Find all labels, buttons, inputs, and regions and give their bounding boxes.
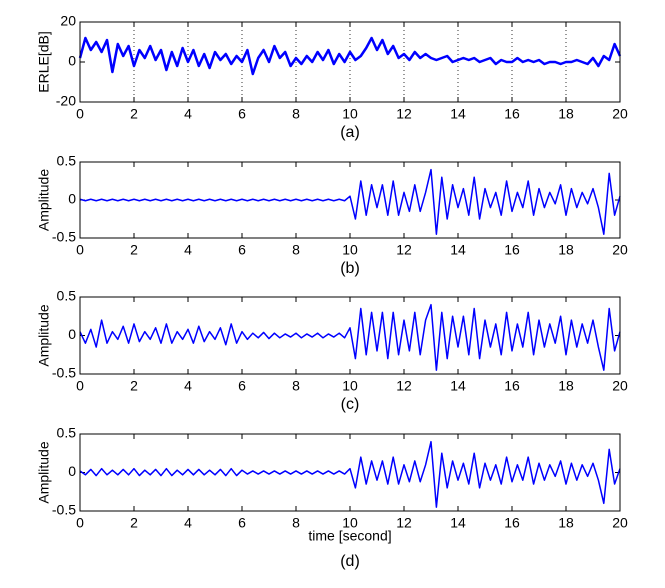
x-tick-label: 2 [130,106,138,122]
x-tick-label: 2 [130,378,138,394]
x-axis-label: time [second] [308,528,391,544]
x-tick-label: 16 [504,515,520,531]
panel-caption: (c) [341,396,360,413]
x-tick-label: 20 [612,378,628,394]
x-tick-label: 0 [76,378,84,394]
x-tick-label: 0 [76,242,84,258]
signal-line [79,303,621,371]
y-tick-label: 0 [68,326,76,342]
y-tick-label: -20 [56,93,76,109]
x-tick-label: 6 [238,242,246,258]
x-tick-label: 16 [504,242,520,258]
signal-line [78,36,622,76]
axes-box [79,21,621,103]
panel-caption: (d) [340,553,360,570]
x-tick-label: 8 [292,242,300,258]
x-tick-label: 8 [292,515,300,531]
x-tick-label: 20 [612,515,628,531]
x-tick-label: 14 [450,515,466,531]
x-tick-label: 6 [238,378,246,394]
x-tick-label: 4 [184,106,192,122]
y-tick-label: 0.5 [57,425,77,441]
x-tick-label: 16 [504,378,520,394]
x-tick-label: 20 [612,242,628,258]
x-tick-label: 8 [292,378,300,394]
panel-caption: (a) [340,124,360,141]
x-tick-label: 10 [342,242,358,258]
signal-line [79,168,621,235]
x-tick-label: 10 [342,106,358,122]
x-tick-label: 12 [396,378,412,394]
y-tick-label: -0.5 [52,502,76,518]
x-tick-label: 12 [396,106,412,122]
y-tick-label: 0.5 [57,153,77,169]
signal-line [79,440,621,508]
axes-box [79,433,621,512]
x-tick-label: 16 [504,106,520,122]
x-tick-label: 0 [76,515,84,531]
x-tick-label: 10 [342,515,358,531]
x-tick-label: 12 [396,515,412,531]
y-axis-label: Amplitude [36,169,52,231]
x-tick-label: 18 [558,515,574,531]
x-tick-label: 14 [450,378,466,394]
x-tick-label: 4 [184,242,192,258]
x-tick-label: 20 [612,106,628,122]
x-tick-label: 18 [558,106,574,122]
x-tick-label: 8 [292,106,300,122]
x-tick-label: 18 [558,378,574,394]
y-tick-label: 0 [68,191,76,207]
x-tick-label: 18 [558,242,574,258]
y-tick-label: 0.5 [57,288,77,304]
y-axis-label: ERLE[dB] [36,31,52,92]
y-tick-label: 0 [68,463,76,479]
x-tick-label: 12 [396,242,412,258]
x-tick-label: 14 [450,242,466,258]
x-tick-label: 6 [238,106,246,122]
x-tick-label: 0 [76,106,84,122]
x-tick-label: 14 [450,106,466,122]
y-axis-label: Amplitude [36,304,52,366]
axes-box [79,161,621,239]
y-tick-label: -0.5 [52,365,76,381]
y-tick-label: 20 [60,13,76,29]
y-axis-label: Amplitude [36,441,52,503]
y-tick-label: -0.5 [52,229,76,245]
x-tick-label: 10 [342,378,358,394]
axes-box [79,296,621,375]
x-tick-label: 6 [238,515,246,531]
x-tick-label: 2 [130,515,138,531]
x-tick-label: 2 [130,242,138,258]
panel-caption: (b) [340,260,360,277]
y-tick-label: 0 [68,53,76,69]
x-tick-label: 4 [184,378,192,394]
x-tick-label: 4 [184,515,192,531]
